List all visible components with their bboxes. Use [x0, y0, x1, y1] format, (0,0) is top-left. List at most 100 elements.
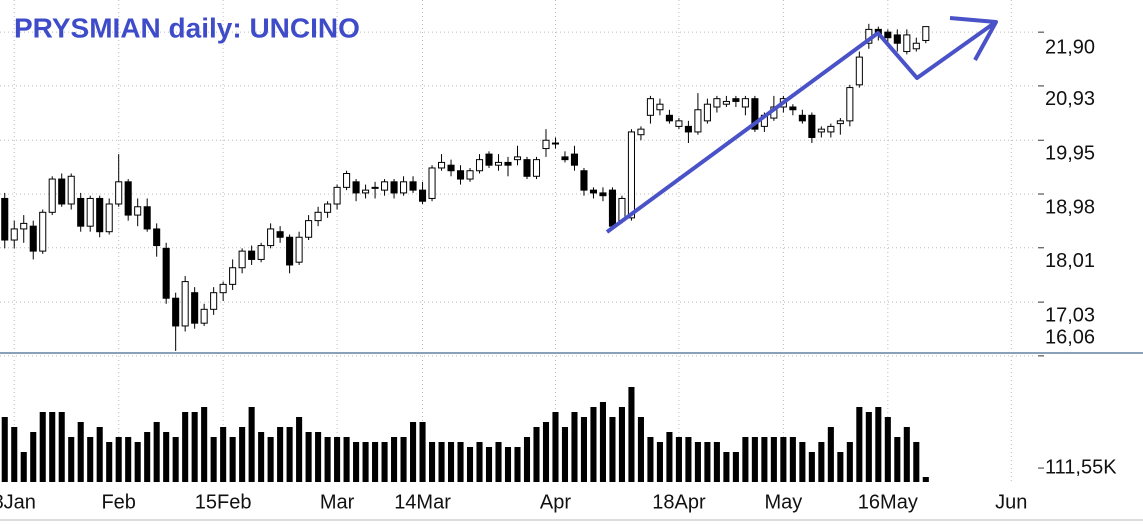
y-tick-label: 18,98: [1045, 196, 1095, 218]
candle-body: [665, 114, 673, 122]
volume-bar: [675, 437, 682, 482]
candle-body: [238, 250, 246, 269]
x-tick-label: Mar: [320, 491, 355, 513]
volume-bar: [542, 422, 550, 482]
candle-body: [475, 159, 484, 172]
candle-body: [134, 206, 142, 216]
volume-bar: [580, 417, 588, 482]
y-tick-label: 18,01: [1045, 250, 1095, 272]
candle-body: [675, 120, 683, 127]
candle-body: [542, 139, 550, 150]
candle-body: [153, 228, 161, 247]
arrow-head: [949, 16, 998, 61]
candle-body: [485, 153, 493, 166]
volume-bar: [457, 442, 464, 482]
candle-body: [855, 56, 863, 86]
volume-bar: [11, 427, 18, 482]
volume-bar: [201, 407, 208, 482]
candle-body: [371, 186, 379, 189]
candle-body: [646, 98, 654, 116]
candle-body: [143, 206, 151, 230]
volume-bar: [466, 447, 474, 482]
volume-bar: [106, 442, 113, 482]
volume-bar: [827, 427, 834, 482]
candle-body: [191, 292, 199, 324]
candle-body: [115, 181, 123, 205]
volume-bar: [922, 477, 929, 482]
candle-body: [162, 247, 170, 299]
volume-bar: [637, 417, 644, 482]
candle-body: [532, 159, 541, 177]
candle-body: [437, 161, 446, 169]
candle-body: [447, 164, 455, 172]
volume-bar: [182, 412, 189, 482]
candle-body: [29, 225, 37, 252]
volume-bar: [315, 432, 322, 482]
candle-body: [67, 175, 75, 205]
volume-bar: [58, 412, 65, 482]
volume-bar: [39, 412, 46, 482]
candle-body: [248, 250, 256, 260]
volume-bar: [894, 437, 901, 482]
candle-body: [333, 186, 341, 205]
y-tick-label: 19,95: [1045, 143, 1095, 165]
x-tick-label: Apr: [540, 491, 571, 513]
volume-bar: [485, 447, 493, 482]
candle-body: [181, 281, 189, 327]
candle-body: [267, 228, 275, 247]
volume-bar: [410, 422, 417, 482]
volume-bar: [514, 447, 521, 482]
candle-body: [229, 267, 237, 285]
volume-bar: [856, 407, 863, 482]
volume-bar: [296, 417, 303, 482]
candle-body: [86, 197, 94, 227]
marks: [1, 23, 930, 482]
candle-body: [684, 125, 692, 133]
candle-body: [513, 156, 522, 161]
volume-bar: [87, 437, 94, 482]
candle-body: [504, 161, 512, 166]
volume-bar: [837, 452, 844, 482]
x-tick-label: Jun: [995, 491, 1027, 513]
y-tick-label: 17,03: [1045, 304, 1095, 326]
volume-bar: [704, 442, 711, 482]
candle-body: [381, 181, 389, 191]
candle-body: [352, 181, 360, 194]
volume-bar: [751, 437, 758, 482]
volume-bar: [523, 437, 531, 482]
volume-bar: [590, 407, 597, 482]
volume-bar: [865, 412, 872, 482]
volume-bar: [799, 442, 806, 482]
x-tick-label: 15Feb: [195, 491, 252, 513]
candle-body: [409, 181, 417, 191]
candle-body: [703, 103, 711, 122]
candle-body: [172, 297, 180, 327]
x-tick-label: May: [764, 491, 802, 513]
candle-body: [827, 125, 835, 133]
volume-bar: [666, 432, 673, 482]
volume-bar: [210, 437, 217, 482]
candle-body: [912, 42, 920, 50]
volume-bar: [191, 412, 198, 482]
candle-body: [884, 31, 892, 39]
volume-bar: [400, 437, 407, 482]
candle-body: [48, 178, 56, 213]
candle-body: [713, 98, 721, 108]
candle-body: [903, 34, 911, 53]
candle-body: [551, 142, 560, 145]
candle-body: [817, 128, 825, 133]
y-tick-label: 20,93: [1045, 88, 1095, 110]
candle-body: [561, 156, 569, 161]
volume-bar: [789, 437, 796, 482]
volume-bar: [723, 452, 730, 482]
volume-bar: [77, 422, 84, 482]
volume-bar: [533, 427, 540, 482]
candle-body: [428, 167, 436, 199]
candle-body: [836, 120, 844, 125]
volume-bar: [362, 442, 369, 482]
volume-bar: [239, 427, 246, 482]
volume-bar: [780, 437, 787, 482]
volume-bar: [742, 437, 749, 482]
volume-bar: [656, 442, 663, 482]
